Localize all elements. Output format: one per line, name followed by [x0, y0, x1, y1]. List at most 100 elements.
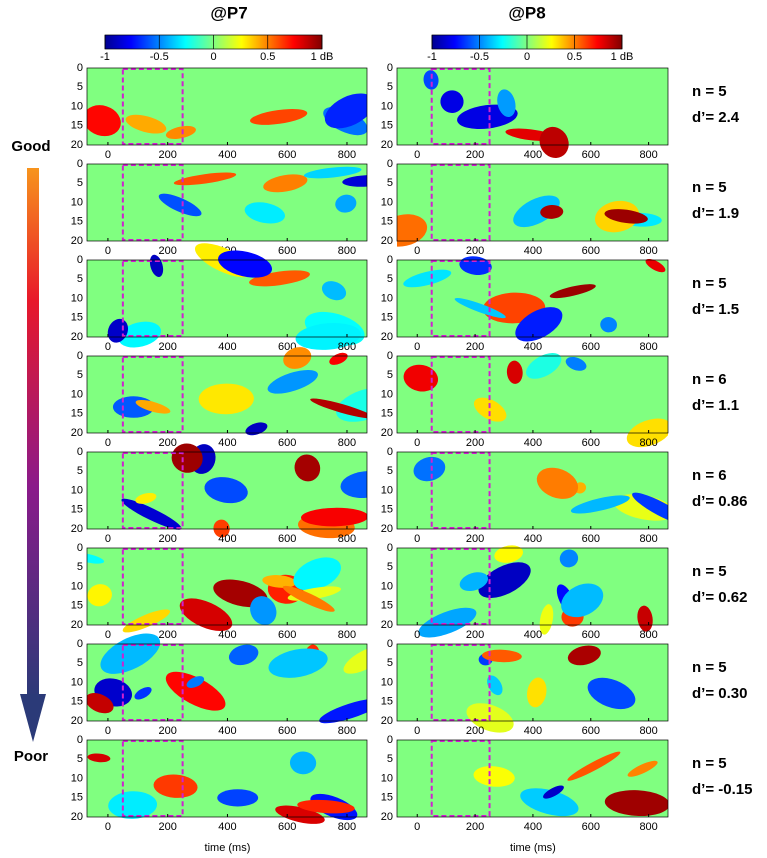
heatmap-blob	[403, 364, 439, 392]
window-box	[430, 452, 491, 529]
x-tick-label: 400	[218, 149, 236, 161]
colorbar-tick-label: 0.5	[567, 51, 582, 63]
window-box	[430, 548, 491, 625]
x-tick-label: 800	[338, 341, 356, 353]
y-tick-label: 20	[381, 331, 393, 343]
heatmap-blob	[283, 347, 312, 369]
heatmap-blob	[295, 323, 361, 350]
y-tick-label: 5	[387, 369, 393, 381]
row-d: d’= 1.9	[692, 205, 739, 222]
heatmap-blob	[179, 598, 233, 632]
x-tick-label: 200	[466, 341, 484, 353]
window-box	[430, 164, 491, 241]
heatmap	[397, 353, 668, 448]
y-tick-label: 5	[77, 177, 83, 189]
heatmap-blob	[268, 648, 328, 678]
y-tick-label: 20	[71, 523, 83, 535]
heatmap	[87, 443, 367, 539]
x-tick-label: 200	[466, 533, 484, 545]
x-tick-label: 800	[338, 533, 356, 545]
x-tick-label: 200	[159, 629, 177, 641]
heatmap-blob	[497, 89, 516, 118]
window-box	[430, 260, 491, 337]
window-box	[121, 740, 184, 817]
x-tick-label: 0	[414, 725, 420, 737]
heatmap	[87, 243, 367, 350]
y-tick-label: 10	[381, 676, 393, 688]
heatmap-blob	[454, 298, 506, 319]
heatmap-blob	[303, 166, 362, 179]
heatmap-blob	[165, 125, 196, 139]
heatmap	[87, 164, 367, 241]
window-box	[121, 164, 184, 241]
heatmap-blob	[342, 175, 367, 187]
x-tick-label: 0	[105, 149, 111, 161]
heatmap-blob	[335, 194, 357, 213]
x-tick-label: 400	[524, 245, 542, 257]
x-tick-label: 200	[466, 629, 484, 641]
y-tick-label: 0	[387, 734, 393, 746]
x-tick-label: 200	[159, 533, 177, 545]
heatmap-blob	[108, 791, 158, 819]
y-tick-label: 0	[387, 638, 393, 650]
y-tick-label: 15	[71, 408, 83, 420]
heatmap-blob	[289, 751, 317, 775]
x-tick-label: 0	[414, 437, 420, 449]
heatmap-blob	[561, 583, 604, 618]
x-tick-label: 600	[582, 629, 600, 641]
heatmap-blob	[540, 204, 564, 219]
x-tick-label: 600	[582, 245, 600, 257]
x-tick-label: 600	[278, 821, 296, 833]
heatmap-blob	[567, 751, 621, 781]
heatmap-blob	[600, 317, 617, 333]
heatmap-blob	[587, 677, 636, 710]
row-d: d’= 1.1	[692, 397, 739, 414]
heatmap-blob	[249, 270, 310, 287]
y-tick-label: 15	[71, 504, 83, 516]
heatmap-blob	[397, 214, 428, 247]
x-tick-label: 200	[159, 341, 177, 353]
heatmap-blob	[645, 258, 666, 273]
heatmap-blob	[250, 109, 308, 125]
window-box	[430, 644, 491, 721]
heatmap-blob	[627, 760, 658, 777]
window-box	[121, 548, 184, 625]
heatmap-blob	[515, 307, 563, 342]
x-tick-label: 600	[582, 533, 600, 545]
x-tick-label: 0	[105, 629, 111, 641]
x-tick-label: 400	[524, 149, 542, 161]
heatmap-blob	[263, 174, 308, 193]
heatmap-blob	[549, 284, 596, 299]
row-d: d’= 1.5	[692, 301, 739, 318]
colorbar-tick-label: -0.5	[150, 51, 169, 63]
heatmap-blob	[262, 575, 297, 588]
heatmap-blob	[403, 269, 452, 288]
heatmap-blob	[87, 105, 121, 137]
heatmap-blob	[324, 93, 367, 129]
heatmap-blob	[423, 70, 439, 90]
x-tick-label: 0	[414, 821, 420, 833]
heatmap-blob	[319, 698, 367, 724]
x-tick-label: 800	[639, 533, 657, 545]
x-tick-label: 800	[639, 245, 657, 257]
heatmap	[397, 256, 668, 342]
x-tick-label: 400	[524, 821, 542, 833]
heatmap	[397, 644, 668, 733]
heatmap-blob	[340, 471, 367, 499]
y-tick-label: 20	[381, 523, 393, 535]
y-tick-label: 10	[381, 388, 393, 400]
y-tick-label: 15	[381, 504, 393, 516]
heatmap	[397, 452, 668, 529]
heatmap-blob	[218, 250, 273, 278]
x-tick-label: 600	[278, 149, 296, 161]
heatmap-blob	[293, 557, 341, 591]
x-tick-label: 600	[278, 437, 296, 449]
heatmap-blob	[526, 353, 562, 379]
heatmap-blob	[539, 604, 554, 635]
heatmap-blob	[567, 645, 601, 666]
heatmap-blob	[473, 397, 507, 422]
y-tick-label: 10	[381, 772, 393, 784]
y-tick-label: 5	[77, 81, 83, 93]
row-d: d’= 0.86	[692, 493, 747, 510]
